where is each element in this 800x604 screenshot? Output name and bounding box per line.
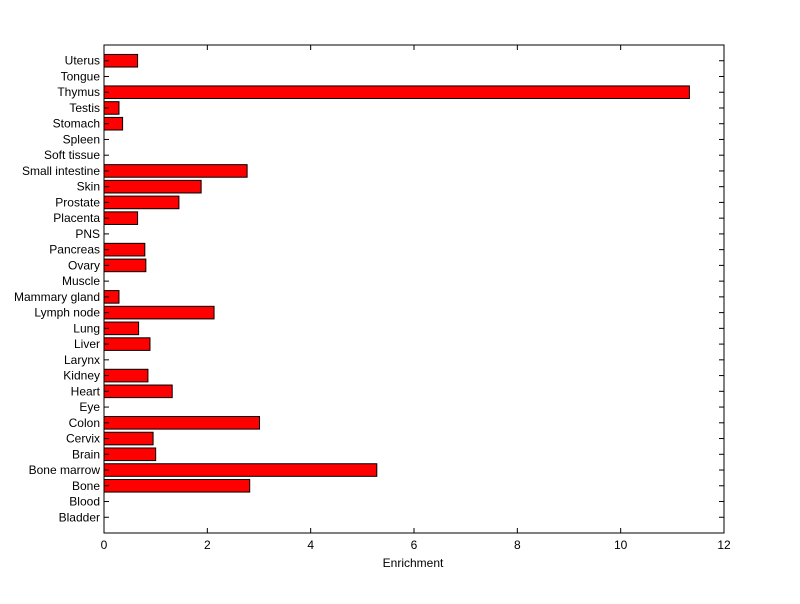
y-tick-label: Mammary gland bbox=[14, 290, 100, 304]
y-tick-label: Kidney bbox=[63, 369, 100, 383]
y-tick-label: Eye bbox=[79, 400, 100, 414]
bar bbox=[103, 321, 140, 336]
bar bbox=[103, 195, 180, 210]
y-tick-label: Bone marrow bbox=[29, 463, 101, 477]
y-tick-label: Pancreas bbox=[49, 243, 100, 257]
y-tick-label: Lymph node bbox=[34, 306, 100, 320]
bar bbox=[103, 463, 378, 477]
bar bbox=[103, 179, 202, 194]
y-tick-label: Testis bbox=[69, 101, 100, 115]
y-tick-label: Spleen bbox=[63, 132, 100, 146]
bar bbox=[103, 416, 261, 430]
y-tick-label: Colon bbox=[69, 416, 100, 430]
bar bbox=[103, 258, 147, 273]
y-tick-label: Ovary bbox=[68, 258, 100, 272]
y-tick-label: Liver bbox=[74, 337, 100, 351]
x-tick-label: 4 bbox=[307, 538, 314, 552]
plot-frame bbox=[103, 44, 725, 534]
x-tick-label: 6 bbox=[411, 538, 418, 552]
y-tick-label: PNS bbox=[75, 227, 100, 241]
x-tick-label: 10 bbox=[614, 538, 628, 552]
bar bbox=[103, 447, 157, 462]
bar bbox=[103, 305, 215, 320]
y-tick-label: Prostate bbox=[55, 195, 100, 209]
y-tick-label: Placenta bbox=[53, 211, 100, 225]
y-tick-label: Bladder bbox=[59, 510, 100, 524]
bar bbox=[103, 164, 248, 178]
bar bbox=[103, 337, 151, 351]
bar bbox=[103, 211, 139, 225]
y-tick-label: Lung bbox=[73, 321, 100, 335]
y-tick-label: Larynx bbox=[64, 353, 100, 367]
y-tick-label: Skin bbox=[77, 180, 100, 194]
y-tick-label: Heart bbox=[71, 384, 101, 398]
y-tick-label: Tongue bbox=[61, 69, 101, 83]
bar bbox=[103, 53, 139, 68]
y-tick-label: Blood bbox=[69, 495, 100, 509]
y-tick-label: Brain bbox=[72, 447, 100, 461]
bar bbox=[103, 384, 173, 399]
bar bbox=[103, 478, 251, 493]
bar bbox=[103, 431, 154, 446]
bar bbox=[103, 85, 690, 100]
y-tick-label: Cervix bbox=[66, 432, 100, 446]
y-tick-label: Thymus bbox=[57, 85, 100, 99]
y-tick-label: Stomach bbox=[53, 117, 100, 131]
x-axis-label: Enrichment bbox=[383, 556, 444, 570]
bar bbox=[103, 242, 146, 257]
x-tick-label: 2 bbox=[204, 538, 211, 552]
y-tick-label: Small intestine bbox=[22, 164, 100, 178]
plot-background bbox=[104, 45, 724, 533]
bar bbox=[103, 368, 149, 383]
x-tick-label: 12 bbox=[717, 538, 731, 552]
y-tick-label: Uterus bbox=[65, 54, 100, 68]
y-tick-label: Bone bbox=[72, 479, 100, 493]
x-tick-label: 0 bbox=[101, 538, 108, 552]
x-tick-label: 8 bbox=[514, 538, 521, 552]
y-tick-label: Soft tissue bbox=[44, 148, 100, 162]
y-tick-label: Muscle bbox=[62, 274, 100, 288]
